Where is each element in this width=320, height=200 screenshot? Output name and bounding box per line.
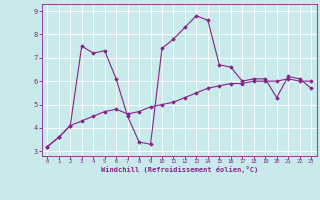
X-axis label: Windchill (Refroidissement éolien,°C): Windchill (Refroidissement éolien,°C) bbox=[100, 166, 258, 173]
